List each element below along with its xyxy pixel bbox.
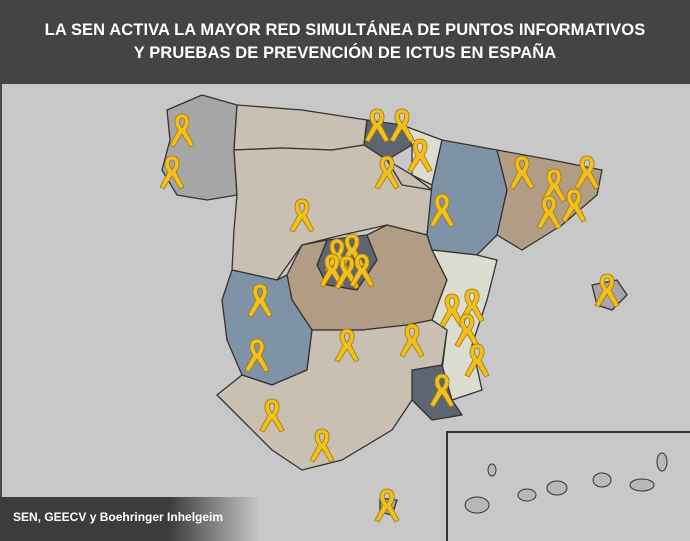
- yellow-ribbon-icon: [309, 428, 335, 463]
- yellow-ribbon-icon: [541, 168, 567, 203]
- canary-island: [487, 463, 497, 477]
- canary-island: [546, 480, 568, 496]
- credit-banner: SEN, GEECV y Boehringer Inhelgeim: [0, 497, 260, 541]
- yellow-ribbon-icon: [594, 273, 620, 308]
- title-line-2: Y PRUEBAS DE PREVENCIÓN DE ICTUS EN ESPA…: [133, 44, 557, 62]
- yellow-ribbon-icon: [169, 113, 195, 148]
- yellow-ribbon-icon: [289, 198, 315, 233]
- canary-island: [629, 478, 655, 492]
- yellow-ribbon-icon: [561, 188, 587, 223]
- yellow-ribbon-icon: [429, 373, 455, 408]
- canary-island: [656, 452, 668, 472]
- yellow-ribbon-icon: [536, 195, 562, 230]
- canary-island: [517, 488, 537, 502]
- yellow-ribbon-icon: [244, 338, 270, 373]
- credit-text: SEN, GEECV y Boehringer Inhelgeim: [13, 510, 224, 524]
- header: LA SEN ACTIVA LA MAYOR RED SIMULTÁNEA DE…: [0, 0, 690, 84]
- yellow-ribbon-icon: [439, 293, 465, 328]
- yellow-ribbon-icon: [429, 193, 455, 228]
- yellow-ribbon-icon: [334, 328, 360, 363]
- yellow-ribbon-icon: [364, 108, 390, 143]
- yellow-ribbon-icon: [247, 283, 273, 318]
- yellow-ribbon-icon: [574, 155, 600, 190]
- yellow-ribbon-icon: [374, 155, 400, 190]
- yellow-ribbon-icon: [259, 398, 285, 433]
- yellow-ribbon-icon: [407, 138, 433, 173]
- yellow-ribbon-icon: [399, 323, 425, 358]
- yellow-ribbon-icon: [509, 155, 535, 190]
- region-andalucia: [216, 319, 448, 471]
- yellow-ribbon-icon: [389, 108, 415, 143]
- spain-map: [2, 84, 690, 541]
- region-galicia: [161, 94, 238, 201]
- yellow-ribbon-icon: [159, 155, 185, 190]
- title-line-1: LA SEN ACTIVA LA MAYOR RED SIMULTÁNEA DE…: [44, 21, 646, 39]
- yellow-ribbon-icon: [319, 253, 345, 288]
- yellow-ribbon-icon: [464, 343, 490, 378]
- canary-islands-inset: [446, 431, 690, 541]
- yellow-ribbon-icon: [454, 313, 480, 348]
- canary-island: [464, 496, 490, 514]
- yellow-ribbon-icon: [349, 253, 375, 288]
- yellow-ribbon-icon: [374, 488, 400, 523]
- canary-island: [592, 472, 612, 488]
